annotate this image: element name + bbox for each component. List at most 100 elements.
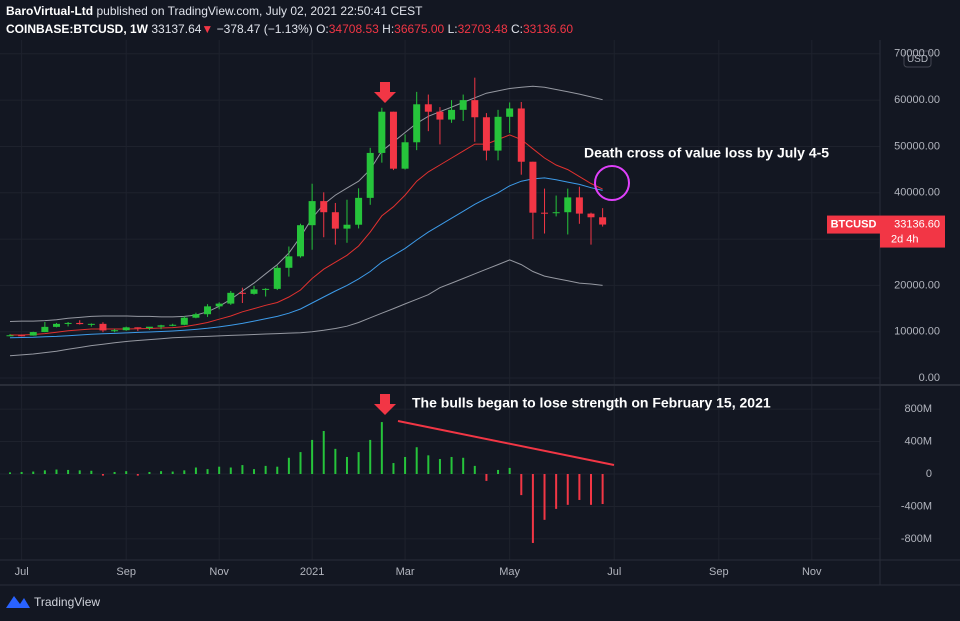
open-value: 34708.53 — [328, 22, 379, 36]
candle-body — [424, 104, 432, 112]
close-label: C: — [510, 22, 523, 36]
candle-body — [64, 322, 72, 324]
indicator-bar — [462, 457, 465, 474]
indicator-bar — [32, 471, 35, 474]
indicator-bar — [206, 469, 209, 474]
indicator-bar — [345, 456, 348, 474]
indicator-bar — [322, 431, 325, 474]
low-value: 32703.48 — [457, 22, 508, 36]
candle-body — [215, 303, 223, 307]
change-arrow: ▼ — [201, 22, 214, 36]
candle-body — [76, 322, 84, 325]
candle-body — [29, 332, 37, 336]
candle-body — [355, 197, 363, 225]
annotation-text: Death cross of value loss by July 4-5 — [584, 145, 829, 161]
candle-body — [134, 327, 142, 329]
candle-body — [285, 256, 293, 268]
x-tick-label: Jul — [607, 566, 621, 578]
candle-body — [599, 217, 607, 225]
y-tick-label: 20000.00 — [894, 279, 940, 291]
indicator-bar — [392, 463, 395, 474]
indicator-bar — [520, 474, 523, 496]
indicator-bar — [9, 472, 11, 474]
indicator-bar — [194, 467, 197, 474]
symbol: COINBASE:BTCUSD, 1W — [6, 22, 149, 36]
indicator-line — [9, 85, 603, 322]
high-value: 36675.00 — [394, 22, 445, 36]
indicator-bar — [160, 471, 163, 474]
candle-body — [99, 323, 107, 331]
x-tick-label: Sep — [709, 566, 729, 578]
y-tick-label: 0 — [926, 468, 932, 480]
candle-body — [529, 161, 537, 213]
arrow-annotation — [374, 82, 396, 103]
price-label-countdown: 2d 4h — [891, 233, 919, 245]
indicator-bar — [450, 456, 453, 474]
candle-body — [587, 213, 595, 218]
indicator-bar — [229, 467, 232, 474]
indicator-bar — [427, 455, 430, 474]
y-tick-label: 70000.00 — [894, 48, 940, 60]
arrow-annotation — [374, 394, 396, 415]
header-line-1: BaroVirtual-Ltd published on TradingView… — [6, 4, 422, 18]
indicator-bar — [20, 471, 23, 474]
y-tick-label: 800M — [904, 403, 932, 415]
candle-body — [331, 212, 339, 229]
y-tick-label: 60000.00 — [894, 94, 940, 106]
candle-body — [459, 100, 467, 110]
indicator-bar — [438, 458, 441, 474]
indicator-bar — [404, 456, 407, 474]
indicator-bar — [473, 465, 476, 474]
trend-line — [397, 420, 615, 466]
indicator-bar — [299, 452, 302, 474]
indicator-bar — [380, 422, 383, 474]
indicator-bar — [136, 474, 139, 476]
indicator-bar — [485, 474, 488, 481]
candle-body — [448, 109, 456, 120]
candle-body — [6, 335, 14, 337]
candle-body — [552, 212, 560, 214]
last-price: 33137.64 — [151, 22, 202, 36]
indicator-bar — [497, 469, 500, 474]
candle-body — [111, 330, 119, 332]
candle-body — [238, 292, 246, 294]
candle-body — [87, 323, 95, 325]
indicator-bar — [148, 471, 151, 474]
indicator-bar — [183, 470, 186, 474]
indicator-bar — [287, 457, 290, 474]
candle-body — [308, 201, 316, 226]
indicator-bar — [590, 474, 592, 505]
candle-body — [575, 197, 583, 214]
indicator-bar — [508, 467, 511, 474]
x-tick-label: Nov — [209, 566, 229, 578]
close-value: 33136.60 — [522, 22, 574, 36]
indicator-bar — [543, 474, 546, 520]
price-label-symbol: BTCUSD — [831, 218, 877, 230]
indicator-bar — [566, 474, 569, 505]
high-label: H: — [382, 22, 395, 36]
candle-body — [145, 326, 153, 329]
price-label-box — [880, 215, 945, 248]
indicator-line — [10, 134, 603, 336]
indicator-bar — [253, 469, 256, 474]
candle-body — [413, 104, 421, 143]
indicator-bar — [555, 474, 558, 509]
indicator-bar — [369, 439, 372, 474]
candle-body — [250, 289, 258, 294]
candle-body — [378, 111, 386, 153]
indicator-bar — [78, 470, 81, 474]
candle-body — [204, 306, 212, 315]
candle-body — [192, 314, 200, 318]
indicator-bar — [43, 470, 46, 474]
candle-body — [273, 267, 281, 289]
candle-body — [366, 152, 374, 198]
candle-body — [471, 100, 479, 118]
indicator-bar — [601, 474, 604, 505]
y-tick-label: -800M — [901, 533, 932, 545]
annotation-text: The bulls began to lose strength on Febr… — [412, 395, 771, 411]
indicator-bar — [276, 466, 279, 474]
x-tick-label: Mar — [396, 566, 415, 578]
indicator-bar — [101, 474, 104, 476]
